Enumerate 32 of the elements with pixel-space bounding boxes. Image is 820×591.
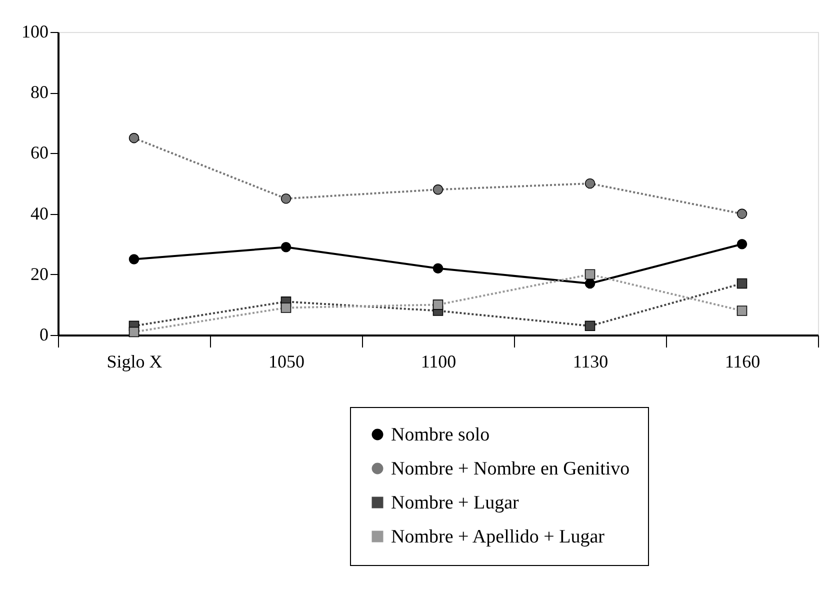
x-tick-label: Siglo X xyxy=(106,352,162,372)
y-tick-label: 60 xyxy=(30,142,48,163)
point xyxy=(736,278,748,289)
point xyxy=(736,306,748,316)
point xyxy=(128,254,140,264)
point xyxy=(128,132,140,144)
y-tick-label: 20 xyxy=(30,264,48,284)
point xyxy=(736,208,748,219)
legend-label: Nombre + Lugar xyxy=(391,492,520,514)
y-tick-label: 0 xyxy=(40,324,48,344)
x-tick-label: 1160 xyxy=(724,352,760,372)
x-tick-label: 1050 xyxy=(268,352,304,372)
y-tick-label: 80 xyxy=(30,82,48,102)
legend-label: Nombre + Nombre en Genitivo xyxy=(391,458,630,480)
point xyxy=(432,300,444,310)
point xyxy=(128,326,140,338)
y-tick-label: 100 xyxy=(22,22,48,42)
y-tick-label: 40 xyxy=(30,203,48,224)
point xyxy=(584,178,596,189)
point xyxy=(432,184,444,195)
point xyxy=(584,269,596,280)
point xyxy=(280,302,292,313)
x-tick-label: 1130 xyxy=(572,352,608,372)
legend-label: Nombre + Apellido + Lugar xyxy=(391,526,606,548)
point xyxy=(584,278,596,289)
x-tick-label: 1100 xyxy=(420,352,456,372)
legend-label: Nombre solo xyxy=(391,424,490,446)
point xyxy=(736,238,748,250)
point xyxy=(280,194,292,204)
point xyxy=(432,263,444,274)
point xyxy=(280,242,292,252)
point xyxy=(584,320,596,332)
